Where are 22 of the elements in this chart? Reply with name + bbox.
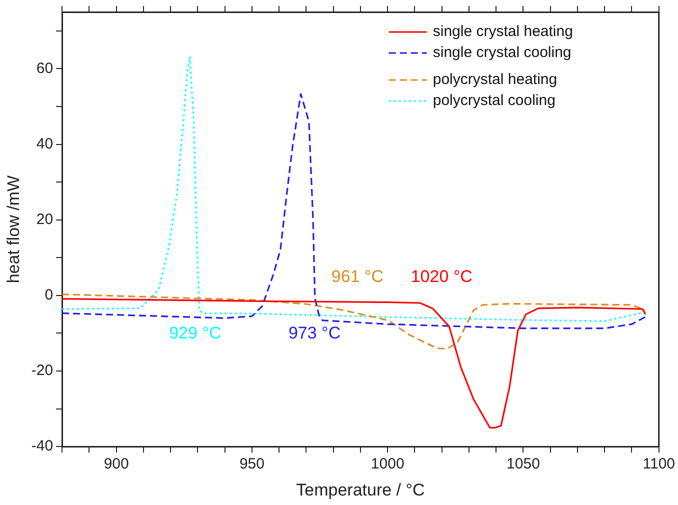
legend-label: polycrystal heating (432, 71, 558, 88)
y-axis-title: heat flow /mW (4, 175, 23, 284)
x-tick-label: 1100 (642, 456, 676, 473)
legend-label: single crystal cooling (432, 44, 572, 62)
x-axis-title: Temperature / °C (296, 480, 425, 500)
x-tick-label: 950 (239, 456, 264, 473)
y-tick-label: 20 (36, 210, 54, 228)
legend-label: single crystal heating (432, 23, 573, 40)
x-tick-label: 900 (104, 456, 129, 473)
y-tick-label: 0 (44, 286, 54, 304)
x-tick-label: 1050 (506, 456, 540, 473)
y-tick-label: -20 (31, 362, 54, 380)
legend-label: polycrystal cooling (432, 92, 556, 110)
y-tick-label: 60 (36, 60, 54, 77)
y-tick-label: 40 (36, 135, 54, 152)
annotation: 973 °C (288, 323, 341, 342)
y-tick-label: -40 (31, 438, 54, 455)
annotation: 929 °C (169, 323, 222, 342)
line-series (62, 294, 646, 350)
x-tick-label: 1000 (370, 456, 404, 473)
annotation: 961 °C (331, 266, 384, 286)
annotation: 1020 °C (410, 266, 472, 286)
